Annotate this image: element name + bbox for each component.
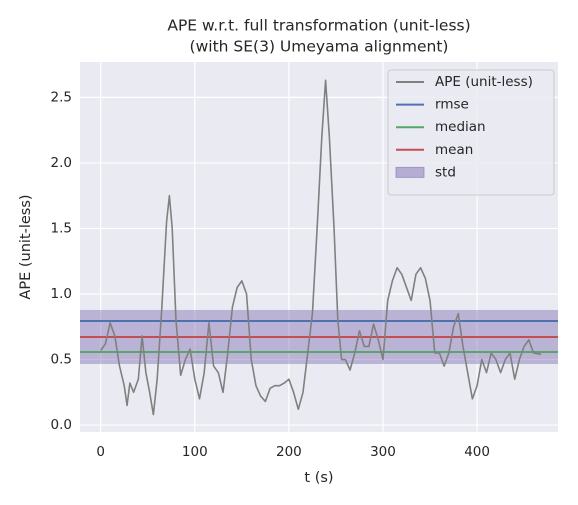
y-tick-label: 1.0 xyxy=(51,286,72,302)
y-axis-label: APE (unit-less) xyxy=(18,194,34,299)
legend: APE (unit-less) rmse median mean std xyxy=(387,69,555,196)
y-tick-label: 2.0 xyxy=(51,155,72,171)
x-tick-label: 100 xyxy=(182,444,208,460)
legend-label: APE (unit-less) xyxy=(435,74,533,90)
legend-label: mean xyxy=(435,142,473,158)
y-tick-label: 1.5 xyxy=(51,220,72,236)
legend-swatch xyxy=(395,166,425,178)
chart-title: APE w.r.t. full transformation (unit-les… xyxy=(167,17,470,35)
y-tick-label: 2.5 xyxy=(51,89,72,105)
marks xyxy=(80,79,558,416)
legend-label: rmse xyxy=(435,97,469,113)
x-tick-label: 300 xyxy=(370,444,396,460)
x-tick-label: 0 xyxy=(96,444,105,460)
grid xyxy=(80,62,558,432)
x-axis-label: t (s) xyxy=(304,470,333,486)
y-tick-label: 0.5 xyxy=(51,352,72,368)
x-tick-label: 200 xyxy=(276,444,302,460)
legend-label: median xyxy=(435,119,486,135)
x-tick-label: 400 xyxy=(464,444,490,460)
chart-subtitle: (with SE(3) Umeyama alignment) xyxy=(190,38,449,56)
ape-line xyxy=(100,79,542,416)
legend-box xyxy=(387,69,555,196)
legend-label: std xyxy=(435,164,456,180)
y-tick-label: 0.0 xyxy=(51,417,72,433)
